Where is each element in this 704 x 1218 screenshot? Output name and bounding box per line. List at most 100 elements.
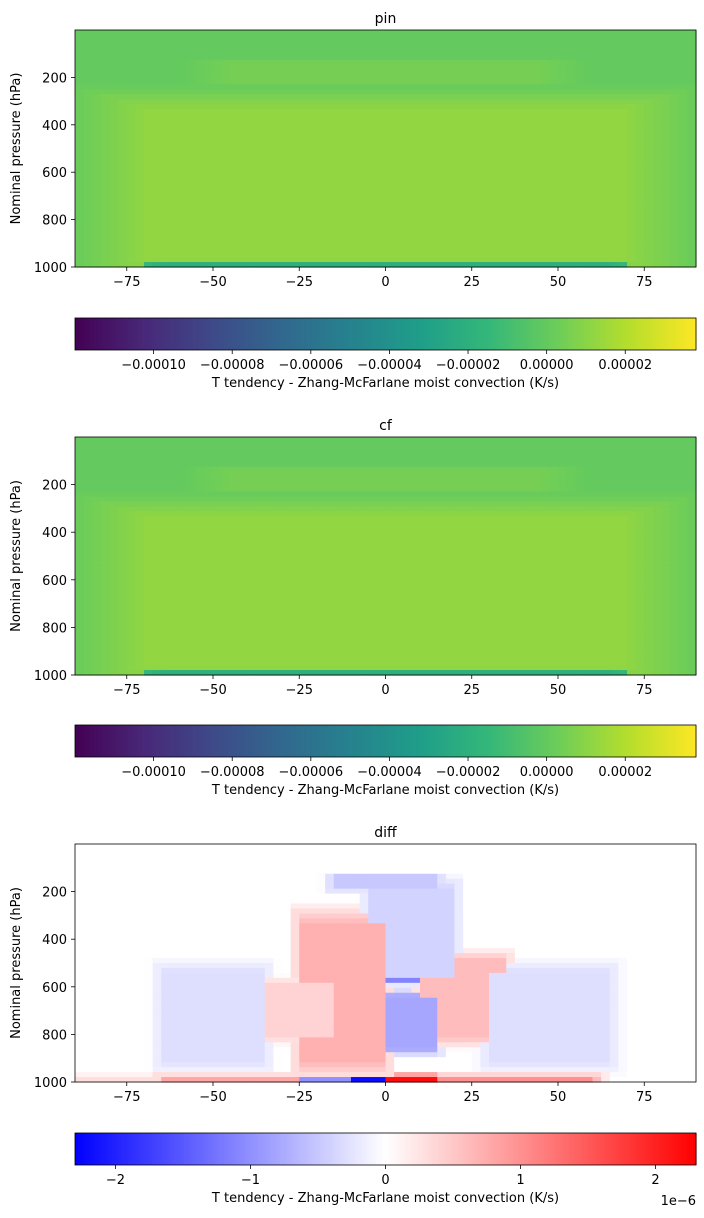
heatmap-cell <box>402 79 412 85</box>
heatmap-cell <box>411 252 421 258</box>
heatmap-cell <box>402 227 412 234</box>
heatmap-cell <box>428 94 438 100</box>
heatmap-cell <box>83 516 93 522</box>
heatmap-cell <box>601 183 611 189</box>
heatmap-cell <box>497 173 507 179</box>
heatmap-cell <box>351 163 361 169</box>
heatmap-cell <box>342 232 352 238</box>
heatmap-cell <box>290 153 300 159</box>
heatmap-cell <box>385 173 395 179</box>
heatmap-cell <box>204 99 214 105</box>
heatmap-cell <box>75 39 85 46</box>
heatmap-cell <box>325 183 335 189</box>
heatmap-cell <box>463 501 473 508</box>
heatmap-cell <box>92 476 102 483</box>
heatmap-cell <box>187 49 197 56</box>
heatmap-cell <box>169 486 180 493</box>
heatmap-cell <box>523 138 533 145</box>
heatmap-cell <box>230 148 240 155</box>
heatmap-cell <box>540 237 550 243</box>
heatmap-cell <box>92 183 102 189</box>
colorbar-segment <box>369 318 374 350</box>
heatmap-cell <box>385 74 395 80</box>
heatmap-cell <box>670 461 680 468</box>
heatmap-cell <box>169 446 180 453</box>
heatmap-cell <box>411 153 421 159</box>
heatmap-cell <box>204 39 214 46</box>
heatmap-cell <box>144 99 154 105</box>
heatmap-cell <box>454 34 464 41</box>
heatmap-cell <box>437 49 447 56</box>
heatmap-cell <box>549 257 559 263</box>
heatmap-cell <box>497 59 507 66</box>
heatmap-cell <box>351 257 361 263</box>
heatmap-cell <box>402 461 412 468</box>
heatmap-cell <box>575 178 585 184</box>
heatmap-cell <box>273 511 283 517</box>
heatmap-cell <box>213 486 223 493</box>
heatmap-cell <box>687 511 697 517</box>
heatmap-cell <box>497 104 507 110</box>
heatmap-cell <box>351 84 361 90</box>
heatmap-cell <box>497 471 507 478</box>
heatmap-cell <box>316 247 326 253</box>
heatmap-cell <box>256 59 266 66</box>
heatmap-cell <box>609 471 619 478</box>
heatmap-cell <box>92 123 102 130</box>
heatmap-cell <box>359 84 369 90</box>
heatmap-cell <box>290 183 300 189</box>
heatmap-cell <box>178 128 188 135</box>
heatmap-cell <box>411 486 421 493</box>
heatmap-cell <box>583 197 594 204</box>
heatmap-cell <box>661 153 671 159</box>
heatmap-cell <box>627 143 637 150</box>
heatmap-cell <box>221 89 231 95</box>
heatmap-cell <box>385 446 395 453</box>
heatmap-cell <box>342 138 352 145</box>
heatmap-cell <box>342 217 352 224</box>
heatmap-cell <box>463 30 473 36</box>
heatmap-cell <box>238 79 249 85</box>
heatmap-cell <box>385 501 395 508</box>
heatmap-cell <box>135 74 145 80</box>
heatmap-cell <box>445 94 456 100</box>
heatmap-cell <box>489 242 499 248</box>
heatmap-cell <box>359 486 369 493</box>
heatmap-cell <box>644 516 654 522</box>
heatmap-cell <box>463 188 473 194</box>
heatmap-cell <box>221 516 231 522</box>
heatmap-cell <box>368 511 378 517</box>
heatmap-cell <box>428 138 438 145</box>
heatmap-cell <box>454 237 464 243</box>
heatmap-cell <box>92 163 102 169</box>
heatmap-cell <box>437 109 447 115</box>
heatmap-cell <box>480 79 490 85</box>
heatmap-cell <box>480 257 490 263</box>
heatmap-cell <box>161 128 171 135</box>
heatmap-cell <box>652 516 663 522</box>
heatmap-cell <box>428 501 438 508</box>
heatmap-cell <box>213 471 223 478</box>
heatmap-cell <box>247 437 257 443</box>
heatmap-cell <box>575 212 585 219</box>
heatmap-cell <box>558 262 568 268</box>
heatmap-cell <box>144 521 154 527</box>
heatmap-cell <box>583 247 594 253</box>
heatmap-cell <box>618 481 628 488</box>
heatmap-cell <box>549 456 559 463</box>
heatmap-cell <box>83 257 93 263</box>
heatmap-cell <box>583 476 594 483</box>
heatmap-cell <box>566 153 576 159</box>
heatmap-cell <box>75 34 85 41</box>
heatmap-cell <box>471 94 481 100</box>
heatmap-cell <box>635 192 645 199</box>
heatmap-cell <box>118 118 128 125</box>
heatmap-cell <box>402 212 412 219</box>
heatmap-cell <box>307 192 318 199</box>
heatmap-cell <box>437 158 447 164</box>
heatmap-cell <box>316 242 326 248</box>
heatmap-cell <box>376 237 387 243</box>
heatmap-cell <box>402 486 412 493</box>
heatmap-cell <box>411 89 421 95</box>
heatmap-cell <box>523 476 533 483</box>
